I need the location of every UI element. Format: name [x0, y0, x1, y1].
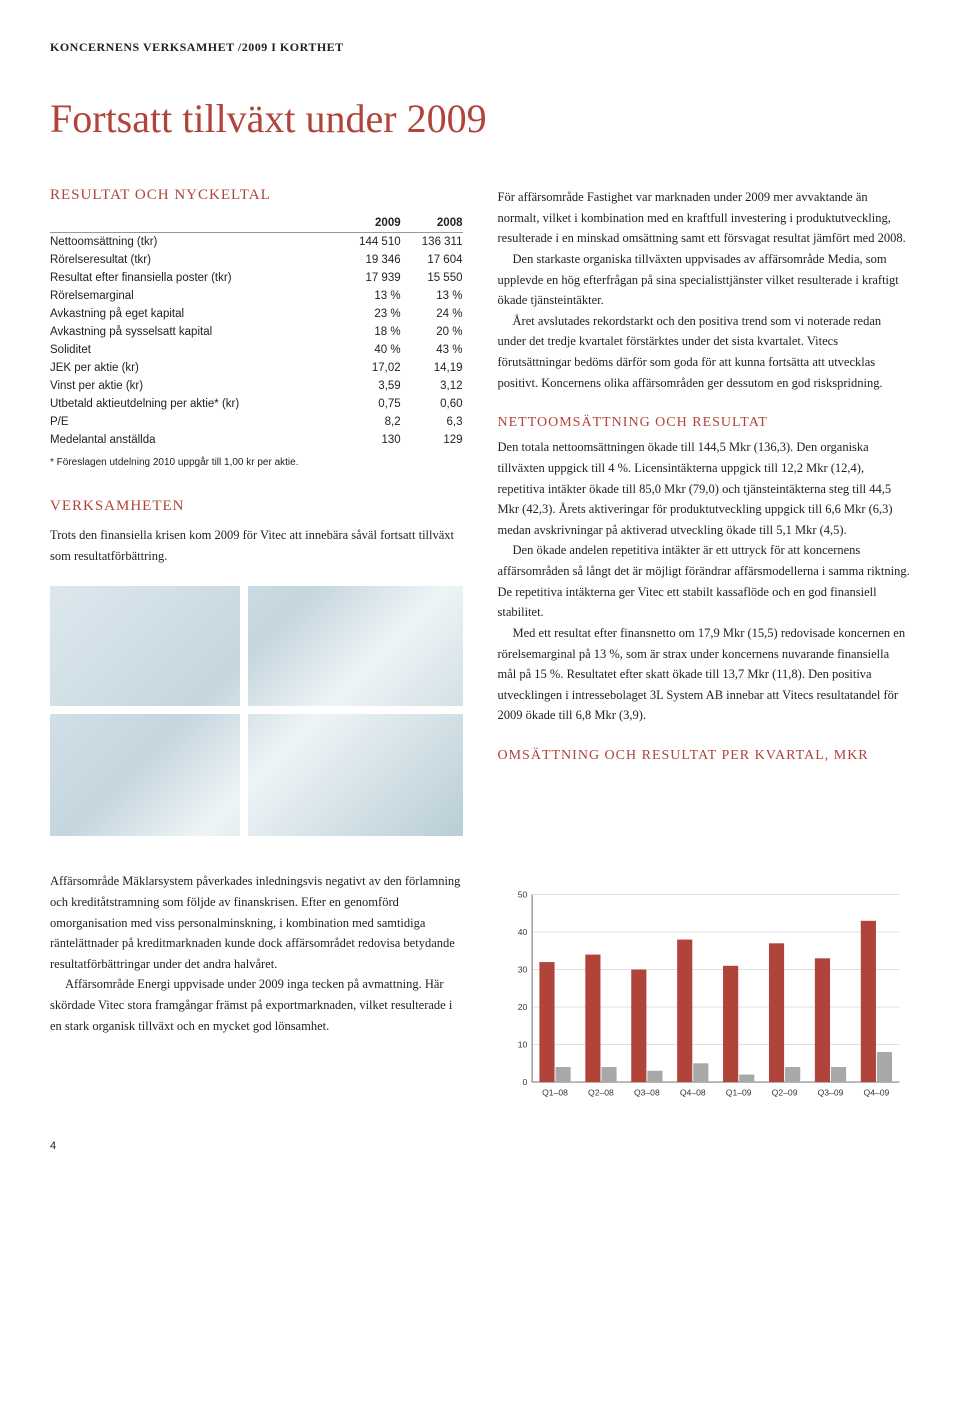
- table-cell: Utbetald aktieutdelning per aktie* (kr): [50, 395, 337, 413]
- paragraph: Året avslutades rekordstarkt och den pos…: [498, 311, 911, 394]
- page-number: 4: [50, 1140, 910, 1152]
- netto-body: Den totala nettoomsättningen ökade till …: [498, 437, 911, 726]
- table-cell: 15 550: [401, 269, 463, 287]
- table-cell: 40 %: [337, 341, 400, 359]
- table-row: Medelantal anställda130129: [50, 431, 463, 449]
- svg-text:Q4–08: Q4–08: [679, 1088, 705, 1098]
- svg-text:20: 20: [517, 1002, 527, 1012]
- svg-text:0: 0: [522, 1077, 527, 1087]
- two-column-layout: RESULTAT OCH NYCKELTAL 2009 2008 Nettoom…: [50, 187, 910, 861]
- paragraph: Affärsområde Energi uppvisade under 2009…: [50, 974, 463, 1036]
- table-row: Nettoomsättning (tkr)144 510136 311: [50, 233, 463, 252]
- table-cell: 19 346: [337, 251, 400, 269]
- svg-text:40: 40: [517, 927, 527, 937]
- table-row: Rörelsemarginal13 %13 %: [50, 287, 463, 305]
- oms-title: OMSÄTTNING OCH RESULTAT PER KVARTAL, MKR: [498, 748, 911, 764]
- right-body: För affärsområde Fastighet var marknaden…: [498, 187, 911, 393]
- table-cell: 23 %: [337, 305, 400, 323]
- table-cell: 8,2: [337, 413, 400, 431]
- paragraph: För affärsområde Fastighet var marknaden…: [498, 187, 911, 249]
- table-row: P/E8,26,3: [50, 413, 463, 431]
- table-cell: 18 %: [337, 323, 400, 341]
- table-cell: P/E: [50, 413, 337, 431]
- table-cell: 130: [337, 431, 400, 449]
- svg-text:Q3–08: Q3–08: [633, 1088, 659, 1098]
- paragraph: Med ett resultat efter finansnetto om 17…: [498, 623, 911, 726]
- table-cell: 17 939: [337, 269, 400, 287]
- table-cell: Rörelsemarginal: [50, 287, 337, 305]
- svg-text:Q3–09: Q3–09: [817, 1088, 843, 1098]
- table-cell: 13 %: [337, 287, 400, 305]
- paragraph: Trots den finansiella krisen kom 2009 fö…: [50, 525, 463, 566]
- table-cell: 136 311: [401, 233, 463, 252]
- table-cell: Vinst per aktie (kr): [50, 377, 337, 395]
- results-section-title: RESULTAT OCH NYCKELTAL: [50, 187, 463, 204]
- table-cell: 0,75: [337, 395, 400, 413]
- table-header: 2009: [337, 214, 400, 233]
- table-header: [50, 214, 337, 233]
- svg-text:Q1–09: Q1–09: [725, 1088, 751, 1098]
- right-column: För affärsområde Fastighet var marknaden…: [498, 187, 911, 861]
- key-figures-table: 2009 2008 Nettoomsättning (tkr)144 51013…: [50, 214, 463, 449]
- table-header: 2008: [401, 214, 463, 233]
- paragraph: Den ökade andelen repetitiva intäkter är…: [498, 540, 911, 623]
- netto-title: NETTOOMSÄTTNING OCH RESULTAT: [498, 415, 911, 431]
- table-row: Utbetald aktieutdelning per aktie* (kr)0…: [50, 395, 463, 413]
- table-row: Avkastning på sysselsatt kapital18 %20 %: [50, 323, 463, 341]
- paragraph: Affärsområde Mäklarsystem påverkades inl…: [50, 871, 463, 974]
- paragraph: Den totala nettoomsättningen ökade till …: [498, 437, 911, 540]
- table-row: Soliditet40 %43 %: [50, 341, 463, 359]
- table-cell: 144 510: [337, 233, 400, 252]
- verksamheten-title: VERKSAMHETEN: [50, 498, 463, 515]
- table-row: JEK per aktie (kr)17,0214,19: [50, 359, 463, 377]
- table-cell: 0,60: [401, 395, 463, 413]
- main-title: Fortsatt tillväxt under 2009: [50, 95, 910, 142]
- table-cell: Resultat efter finansiella poster (tkr): [50, 269, 337, 287]
- quarterly-bar-chart: 0 10 20 30 40 50 Q1–08 Q2–08 Q3–08 Q4–08 Q1–09 Q2–0…: [498, 885, 911, 1105]
- svg-text:Q2–08: Q2–08: [588, 1088, 614, 1098]
- table-cell: 17 604: [401, 251, 463, 269]
- svg-text:Q1–08: Q1–08: [542, 1088, 568, 1098]
- table-cell: 24 %: [401, 305, 463, 323]
- page-header: KONCERNENS VERKSAMHET /2009 I KORTHET: [50, 40, 910, 55]
- table-cell: Avkastning på eget kapital: [50, 305, 337, 323]
- building-photo: [50, 586, 463, 836]
- table-cell: 13 %: [401, 287, 463, 305]
- svg-text:Q2–09: Q2–09: [771, 1088, 797, 1098]
- table-row: Avkastning på eget kapital23 %24 %: [50, 305, 463, 323]
- table-cell: 43 %: [401, 341, 463, 359]
- table-cell: 3,12: [401, 377, 463, 395]
- svg-text:10: 10: [517, 1040, 527, 1050]
- table-footnote: * Föreslagen utdelning 2010 uppgår till …: [50, 457, 463, 468]
- svg-text:50: 50: [517, 890, 527, 900]
- table-cell: 20 %: [401, 323, 463, 341]
- table-cell: 6,3: [401, 413, 463, 431]
- verksamheten-text: Trots den finansiella krisen kom 2009 fö…: [50, 525, 463, 566]
- table-cell: 14,19: [401, 359, 463, 377]
- lower-left-text: Affärsområde Mäklarsystem påverkades inl…: [50, 871, 463, 1110]
- table-row: Resultat efter finansiella poster (tkr)1…: [50, 269, 463, 287]
- svg-text:Q4–09: Q4–09: [863, 1088, 889, 1098]
- table-cell: Rörelseresultat (tkr): [50, 251, 337, 269]
- table-cell: 3,59: [337, 377, 400, 395]
- table-cell: JEK per aktie (kr): [50, 359, 337, 377]
- table-cell: Medelantal anställda: [50, 431, 337, 449]
- table-cell: Soliditet: [50, 341, 337, 359]
- left-column: RESULTAT OCH NYCKELTAL 2009 2008 Nettoom…: [50, 187, 463, 861]
- table-cell: Avkastning på sysselsatt kapital: [50, 323, 337, 341]
- table-row: Rörelseresultat (tkr)19 34617 604: [50, 251, 463, 269]
- table-cell: 129: [401, 431, 463, 449]
- table-cell: 17,02: [337, 359, 400, 377]
- chart-container: 0 10 20 30 40 50 Q1–08 Q2–08 Q3–08 Q4–08 Q1–09 Q2–0…: [498, 871, 911, 1110]
- paragraph: Den starkaste organiska tillväxten uppvi…: [498, 249, 911, 311]
- svg-text:30: 30: [517, 965, 527, 975]
- table-row: Vinst per aktie (kr)3,593,12: [50, 377, 463, 395]
- lower-row: Affärsområde Mäklarsystem påverkades inl…: [50, 871, 910, 1110]
- table-cell: Nettoomsättning (tkr): [50, 233, 337, 252]
